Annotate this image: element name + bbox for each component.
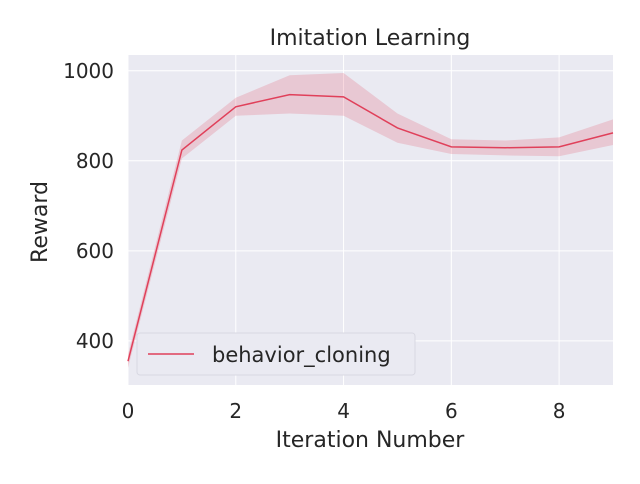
y-tick-label: 400 bbox=[76, 329, 114, 353]
y-tick-label: 800 bbox=[76, 149, 114, 173]
plot-area bbox=[128, 55, 613, 385]
x-tick-label: 6 bbox=[445, 399, 458, 423]
legend: behavior_cloning bbox=[136, 332, 416, 376]
confidence-band bbox=[128, 73, 613, 368]
legend-label-behavior-cloning: behavior_cloning bbox=[212, 343, 391, 368]
x-tick-label: 4 bbox=[337, 399, 350, 423]
y-axis-label: Reward bbox=[28, 181, 53, 263]
x-tick-label: 8 bbox=[553, 399, 566, 423]
series-line-behavior-cloning bbox=[127, 93, 614, 362]
y-tick-label: 1000 bbox=[63, 59, 114, 83]
chart-title: Imitation Learning bbox=[270, 26, 471, 51]
x-tick-label: 0 bbox=[122, 399, 135, 423]
legend-box bbox=[136, 332, 416, 376]
x-tick-label: 2 bbox=[229, 399, 242, 423]
y-tick-label: 600 bbox=[76, 239, 114, 263]
x-axis-label: Iteration Number bbox=[276, 428, 466, 453]
